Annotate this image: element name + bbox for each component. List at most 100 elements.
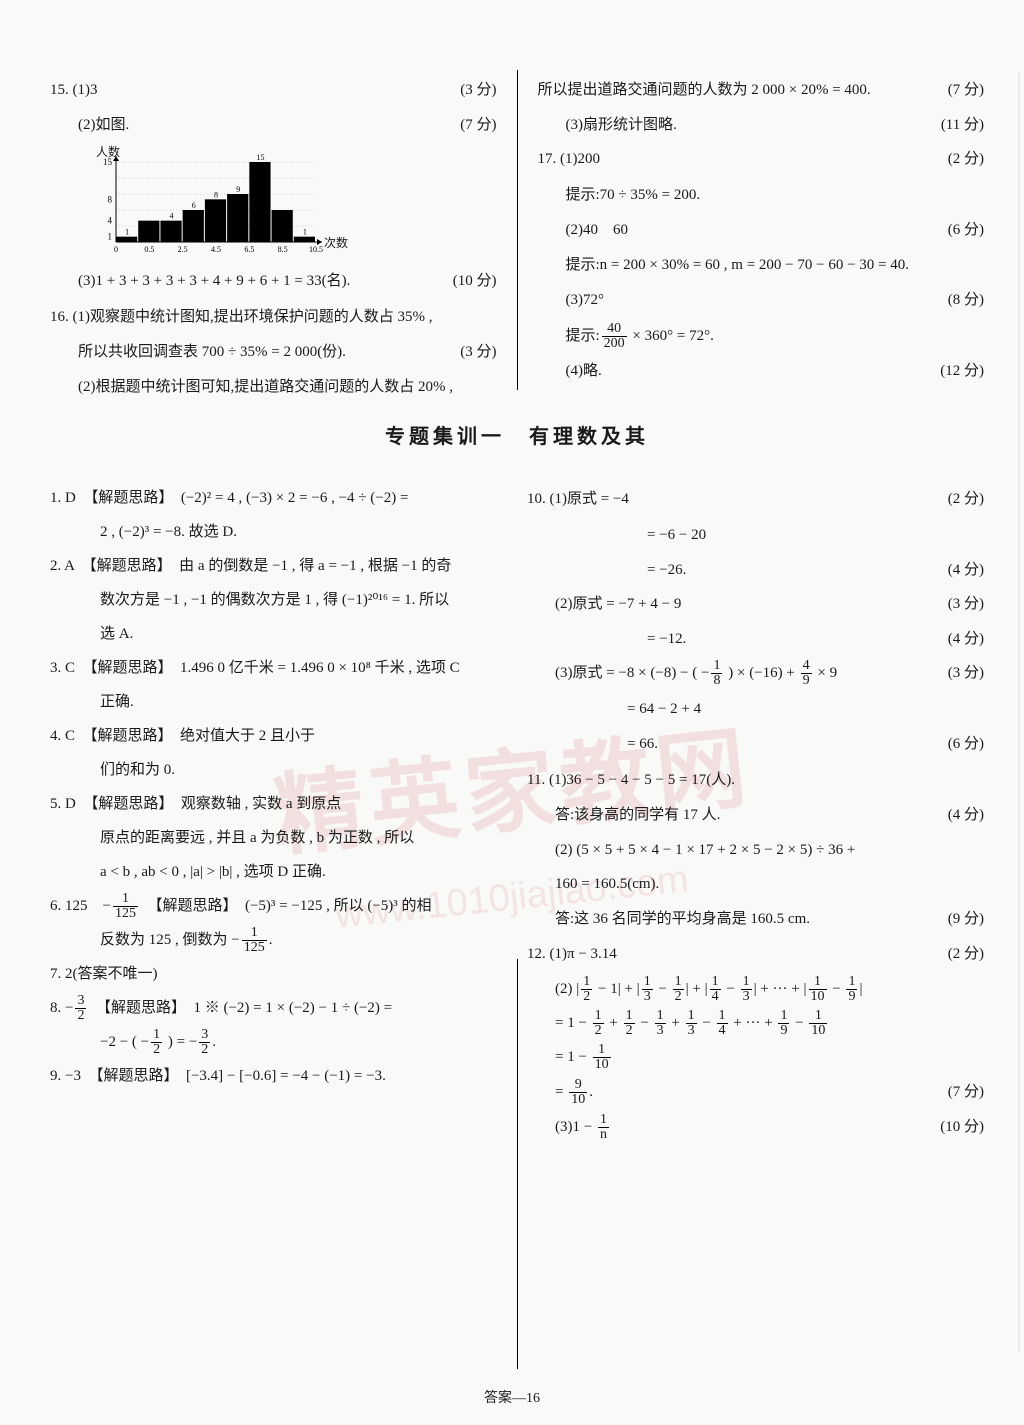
fraction: 49 — [801, 659, 812, 688]
upper-right-column: 所以提出道路交通问题的人数为 2 000 × 20% = 400. (7 分) … — [538, 70, 985, 390]
svg-text:8.5: 8.5 — [278, 245, 288, 254]
section-heading: 专题集训一 有理数及其 — [50, 420, 984, 449]
fraction: 910 — [569, 1078, 587, 1107]
answer-line: (2)根据题中统计图可知,提出道路交通问题的人数占 20% , — [50, 372, 497, 402]
svg-text:8: 8 — [214, 190, 218, 199]
points: (12 分) — [940, 357, 984, 386]
answer-line: = 66. (6 分) — [527, 730, 984, 759]
answer-line: 6. 125 −1125 【解题思路】 (−5)³ = −125 , 所以 (−… — [50, 891, 507, 921]
answer-line: 10. (1)原式 = −4 (2 分) — [527, 485, 984, 514]
answer-line: 2 , (−2)³ = −8. 故选 D. — [50, 517, 507, 547]
calc-step: = 64 − 2 + 4 — [527, 694, 984, 724]
text: = 910. — [555, 1078, 936, 1107]
fraction: 32 — [199, 1028, 210, 1057]
points: (2 分) — [948, 940, 984, 969]
svg-text:15: 15 — [256, 153, 264, 162]
svg-text:6: 6 — [192, 201, 196, 210]
text: −2 − ( − — [100, 1034, 149, 1050]
text: 提示: — [566, 328, 600, 344]
answer-line: 9. −3 【解题思路】 [−3.4] − [−0.6] = −4 − (−1)… — [50, 1061, 507, 1091]
answer-line: 原点的距离要远 , 并且 a 为负数 , b 为正数 , 所以 — [50, 823, 507, 853]
histogram-chart: 人数 次数 148151468915100.52.54.56.58.510.5 — [86, 147, 346, 257]
svg-text:8: 8 — [108, 194, 113, 204]
calc-step: = 1 − 110 — [527, 1042, 984, 1072]
text: (3)72° — [566, 286, 936, 315]
vertical-divider — [517, 70, 518, 390]
answer-line: 选 A. — [50, 619, 507, 649]
fraction: 1125 — [113, 892, 138, 921]
chart-y-label: 人数 — [96, 143, 120, 160]
svg-text:6.5: 6.5 — [244, 245, 254, 254]
text: . — [269, 932, 273, 948]
points: (4 分) — [948, 801, 984, 830]
text: (2)原式 = −7 + 4 − 9 — [555, 590, 936, 619]
answer-line: 15. (1)3 (3 分) — [50, 76, 497, 105]
answer-line: (3)扇形统计图略. (11 分) — [538, 111, 985, 140]
points: (8 分) — [948, 286, 984, 315]
points: (10 分) — [940, 1113, 984, 1142]
text: = 66. — [527, 730, 936, 759]
text: 反数为 125 , 倒数为 − — [100, 932, 240, 948]
text: = −26. — [527, 556, 936, 585]
answer-line: = −12. (4 分) — [527, 625, 984, 654]
text: 17. (1)200 — [538, 145, 936, 174]
svg-text:4.5: 4.5 — [211, 245, 221, 254]
points: (9 分) — [948, 905, 984, 934]
points: (3 分) — [948, 590, 984, 619]
fraction: 32 — [75, 994, 86, 1023]
answer-line: = −26. (4 分) — [527, 556, 984, 585]
points: (10 分) — [453, 267, 497, 296]
fraction: 1n — [598, 1113, 609, 1142]
answer-line: 数次方是 −1 , −1 的偶数次方是 1 , 得 (−1)²⁰¹⁶ = 1. … — [50, 585, 507, 615]
points: (2 分) — [948, 485, 984, 514]
fraction: 18 — [711, 659, 722, 688]
answer-line: (3)72° (8 分) — [538, 286, 985, 315]
text: 【解题思路】 1 ※ (−2) = 1 × (−2) − 1 ÷ (−2) = — [88, 1000, 392, 1016]
answer-line: 反数为 125 , 倒数为 −1125. — [50, 925, 507, 955]
calc-step: = 1 − 12 + 12 − 13 + 13 − 14 + ··· + 19 … — [527, 1008, 984, 1038]
fraction: 110 — [593, 1043, 611, 1072]
answer-line: 160 = 160.5(cm). — [527, 869, 984, 899]
hint-line: 提示:40200 × 360° = 72°. — [538, 321, 985, 351]
text: = −12. — [527, 625, 936, 654]
answer-line: 所以提出道路交通问题的人数为 2 000 × 20% = 400. (7 分) — [538, 76, 985, 105]
svg-text:1: 1 — [108, 232, 113, 242]
hint-line: 提示:70 ÷ 35% = 200. — [538, 180, 985, 210]
answer-line: (3)1 − 1n (10 分) — [527, 1113, 984, 1142]
lower-left-column: 1. D 【解题思路】 (−2)² = 4 , (−3) × 2 = −6 , … — [50, 479, 507, 1405]
points: (4 分) — [948, 556, 984, 585]
lower-right-column: 10. (1)原式 = −4 (2 分) = −6 − 20 = −26. (4… — [527, 479, 984, 1405]
text: ) = − — [164, 1034, 197, 1050]
svg-text:4: 4 — [170, 212, 174, 221]
text: 答:这 36 名同学的平均身高是 160.5 cm. — [555, 905, 936, 934]
text: (3)1 + 3 + 3 + 3 + 3 + 4 + 9 + 6 + 1 = 3… — [78, 267, 441, 296]
answer-line: (2)原式 = −7 + 4 − 9 (3 分) — [527, 590, 984, 619]
page-footer: 答案—16 — [0, 1387, 1024, 1407]
answer-line: 正确. — [50, 687, 507, 717]
points: (6 分) — [948, 216, 984, 245]
text: 6. 125 − — [50, 898, 111, 914]
text: × 360° = 72°. — [629, 328, 714, 344]
svg-text:1: 1 — [303, 228, 307, 237]
answer-line: 4. C 【解题思路】 绝对值大于 2 且小于 — [50, 721, 507, 751]
text: 所以提出道路交通问题的人数为 2 000 × 20% = 400. — [538, 76, 936, 105]
answer-line: (2) (5 × 5 + 5 × 4 − 1 × 17 + 2 × 5 − 2 … — [527, 835, 984, 865]
text: (3)扇形统计图略. — [566, 111, 929, 140]
text: 答:该身高的同学有 17 人. — [555, 801, 936, 830]
points: (7 分) — [948, 1078, 984, 1107]
answer-line: = 910. (7 分) — [527, 1078, 984, 1107]
points: (3 分) — [460, 338, 496, 367]
upper-section: 15. (1)3 (3 分) (2)如图. (7 分) 人数 次数 148151… — [50, 70, 984, 390]
answer-line: 答:这 36 名同学的平均身高是 160.5 cm. (9 分) — [527, 905, 984, 934]
text: (4)略. — [566, 357, 929, 386]
text: 15. (1)3 — [50, 76, 448, 105]
answer-line: 16. (1)观察题中统计图知,提出环境保护问题的人数占 35% , — [50, 302, 497, 332]
text: 12. (1)π − 3.14 — [527, 940, 936, 969]
text: (3)原式 = −8 × (−8) − ( −18 ) × (−16) + 49… — [555, 659, 936, 688]
points: (4 分) — [948, 625, 984, 654]
calc-step: = −6 − 20 — [527, 520, 984, 550]
upper-left-column: 15. (1)3 (3 分) (2)如图. (7 分) 人数 次数 148151… — [50, 70, 497, 390]
answer-line: 答:该身高的同学有 17 人. (4 分) — [527, 801, 984, 830]
fraction: 1125 — [242, 926, 267, 955]
answer-line: 8. −32 【解题思路】 1 ※ (−2) = 1 × (−2) − 1 ÷ … — [50, 993, 507, 1023]
